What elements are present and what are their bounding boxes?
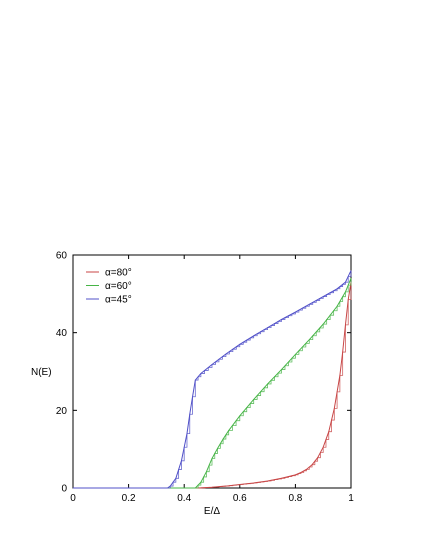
x-tick-label: 0.6 xyxy=(233,493,247,504)
x-tick-label: 0.4 xyxy=(177,493,191,504)
series-1-steps xyxy=(73,282,352,489)
x-tick-label: 0 xyxy=(70,493,76,504)
y-tick-label: 40 xyxy=(56,328,68,339)
axis-ticks: 0 0.2 0.4 0.6 0.8 1 0 20 40 60 xyxy=(56,251,354,505)
legend-label: α=60° xyxy=(105,281,132,292)
legend: α=80° α=60° α=45° xyxy=(86,268,132,306)
series-2-steps xyxy=(73,278,352,489)
y-axis-title: N(E) xyxy=(31,367,52,378)
plot-frame xyxy=(72,254,352,489)
series-group xyxy=(73,270,352,489)
x-axis-title: E/Δ xyxy=(204,506,220,517)
y-tick-label: 60 xyxy=(56,251,68,262)
y-tick-label: 0 xyxy=(61,484,67,495)
x-tick-label: 0.2 xyxy=(122,493,136,504)
series-1-line xyxy=(73,282,352,489)
y-tick-label: 20 xyxy=(56,406,68,417)
series-2-line xyxy=(73,278,352,489)
legend-label: α=80° xyxy=(105,268,132,279)
series-3-steps xyxy=(73,270,352,489)
x-tick-label: 0.8 xyxy=(288,493,302,504)
x-tick-label: 1 xyxy=(348,493,354,504)
legend-label: α=45° xyxy=(105,295,132,306)
